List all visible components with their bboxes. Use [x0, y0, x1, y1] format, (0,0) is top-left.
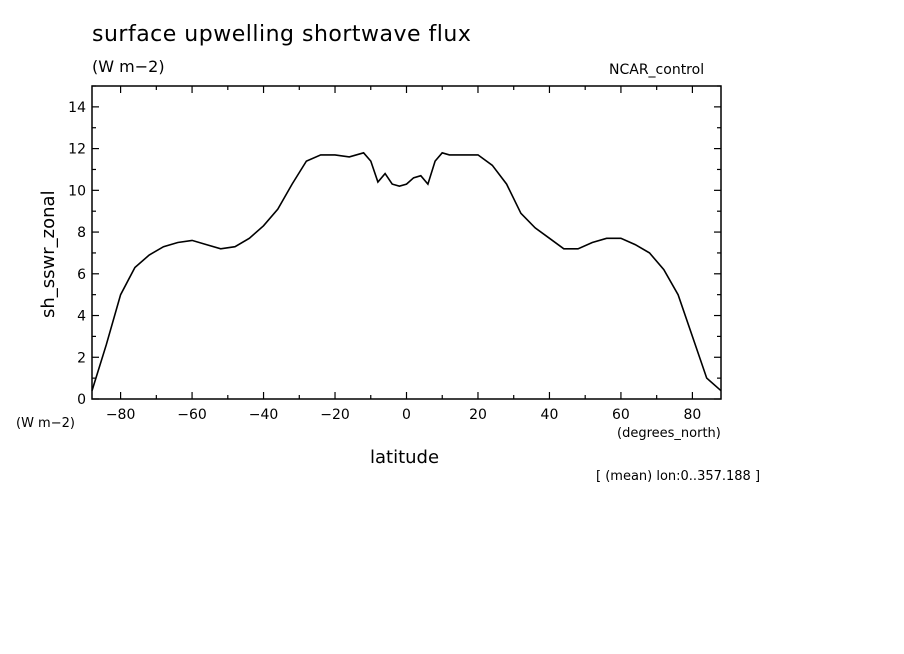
y-tick-label: 10	[68, 183, 86, 199]
x-tick-label: 20	[469, 407, 487, 423]
averaging-note: [ (mean) lon:0..357.188 ]	[596, 469, 761, 484]
x-tick-label: −20	[320, 407, 350, 423]
y-tick-label: 4	[77, 309, 86, 325]
dataset-label: NCAR_control	[609, 62, 705, 78]
x-tick-label: 0	[402, 407, 411, 423]
plot-frame	[91, 85, 722, 400]
y-tick-label: 2	[77, 350, 86, 366]
y-tick-label: 14	[68, 100, 86, 116]
y-axis-label: sh_sswr_zonal	[38, 190, 59, 318]
x-tick-label: −40	[249, 407, 279, 423]
x-tick-label: −60	[177, 407, 207, 423]
chart-units: (W m−2)	[92, 57, 165, 76]
x-tick-label: 60	[612, 407, 630, 423]
tick-labels: 0 2 4 6 8 10 12 14 −80 −60 −40 −20 0 20 40 60 80	[68, 100, 701, 423]
axis-ticks	[92, 85, 721, 400]
y-axis-units: (W m−2)	[16, 416, 75, 431]
y-tick-label: 6	[77, 267, 86, 283]
x-axis-label: latitude	[370, 447, 440, 468]
x-axis-units: (degrees_north)	[617, 426, 721, 441]
x-tick-label: 80	[683, 407, 701, 423]
x-tick-label: 40	[541, 407, 559, 423]
y-tick-label: 0	[77, 392, 86, 408]
series-line	[91, 151, 722, 392]
x-tick-label: −80	[106, 407, 136, 423]
chart-title: surface upwelling shortwave flux	[92, 22, 472, 47]
y-tick-label: 8	[77, 225, 86, 241]
y-tick-label: 12	[68, 142, 86, 158]
